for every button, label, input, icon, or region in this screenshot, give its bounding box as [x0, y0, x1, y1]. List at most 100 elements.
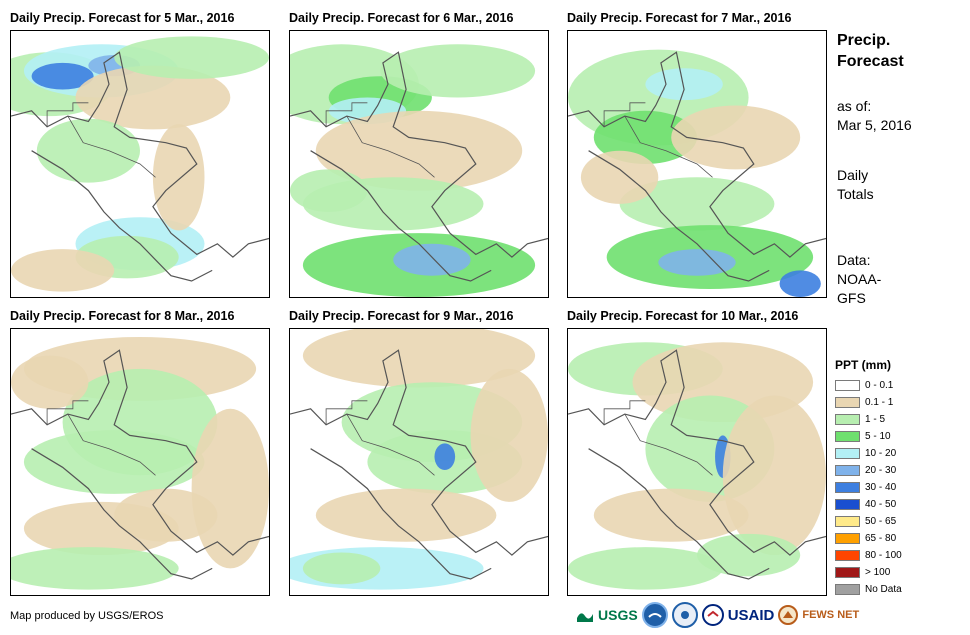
precip-area: [593, 110, 697, 164]
forecast-map-1: [10, 30, 270, 298]
precip-area: [671, 105, 801, 170]
legend-label: 30 - 40: [865, 482, 897, 493]
precip-map-graphic: [568, 49, 826, 297]
usgs-logo-text: USGS: [598, 607, 638, 623]
precip-area: [290, 169, 368, 212]
precip-area: [697, 533, 801, 577]
precip-area: [645, 68, 723, 101]
coastline: [290, 349, 548, 580]
asof-date: Mar 5, 2016: [837, 117, 912, 133]
legend-swatch: [835, 482, 860, 493]
legend-swatch: [835, 516, 860, 527]
legend-label: 65 - 80: [865, 533, 897, 544]
credit-text: Map produced by USGS/EROS: [10, 610, 164, 622]
data-line1: NOAA-: [837, 271, 882, 287]
precip-map-graphic: [568, 342, 826, 590]
asof-block: as of: Mar 5, 2016: [837, 97, 912, 135]
totals-block: Daily Totals: [837, 166, 874, 204]
data-label: Data:: [837, 252, 871, 268]
precip-area: [779, 270, 821, 297]
coastline: [11, 349, 269, 580]
country-border: [603, 400, 713, 476]
legend-swatch: [835, 380, 860, 391]
forecast-map-4: [10, 328, 270, 596]
precip-area: [722, 395, 826, 556]
precip-map-graphic: [290, 329, 548, 590]
legend-label: 5 - 10: [865, 431, 891, 442]
precip-area: [23, 430, 205, 494]
legend-swatch: [835, 414, 860, 425]
forecast-map-5: [289, 328, 549, 596]
legend-item: 1 - 5: [835, 413, 885, 426]
sidebar-heading-line2: Forecast: [837, 53, 904, 70]
legend-item: 20 - 30: [835, 464, 896, 477]
legend-item: 5 - 10: [835, 430, 891, 443]
precip-area: [619, 177, 775, 231]
legend-swatch: [835, 567, 860, 578]
totals-line1: Daily: [837, 167, 869, 183]
precip-area: [75, 65, 231, 130]
nws-logo-icon: [671, 602, 698, 628]
legend-label: 0 - 0.1: [865, 380, 894, 391]
legend-label: 0.1 - 1: [865, 397, 894, 408]
legend-label: 50 - 65: [865, 516, 897, 527]
precip-area: [302, 329, 536, 388]
panel-title-4: Daily Precip. Forecast for 8 Mar., 2016: [10, 309, 235, 323]
legend-swatch: [835, 397, 860, 408]
legend: PPT (mm) 0 - 0.1 0.1 - 1 1 - 5 5 - 10 10 - 2…: [835, 358, 955, 599]
precip-area: [31, 62, 94, 90]
data-line2: GFS: [837, 290, 866, 306]
precip-area: [580, 150, 659, 204]
forecast-map-3: [567, 30, 827, 298]
legend-item: 0.1 - 1: [835, 396, 893, 409]
precip-area: [302, 552, 381, 585]
precip-map-graphic: [11, 336, 269, 590]
coastline: [568, 349, 826, 580]
country-border: [325, 400, 435, 476]
precip-area: [315, 488, 497, 542]
legend-item: 80 - 100: [835, 549, 902, 562]
legend-item: No Data: [835, 583, 902, 596]
legend-swatch: [835, 431, 860, 442]
fewsnet-logo-text: FEWS NET: [802, 609, 860, 621]
precip-area: [11, 547, 179, 590]
precip-area: [315, 110, 523, 191]
legend-title: PPT (mm): [835, 358, 892, 372]
fewsnet-logo-icon: [778, 605, 799, 625]
legend-item: 0 - 0.1: [835, 379, 893, 392]
legend-swatch: [835, 499, 860, 510]
precip-area: [434, 443, 456, 470]
sidebar-heading: Precip. Forecast: [837, 30, 904, 72]
usaid-seal-icon: [701, 604, 724, 626]
legend-label: 80 - 100: [865, 550, 902, 561]
precip-area: [11, 249, 115, 292]
legend-label: > 100: [865, 567, 891, 578]
legend-swatch: [835, 465, 860, 476]
precip-area: [114, 488, 218, 542]
usaid-logo-text: USAID: [727, 606, 775, 624]
legend-item: 30 - 40: [835, 481, 896, 494]
legend-item: 50 - 65: [835, 515, 896, 528]
coastline: [568, 51, 826, 282]
noaa-logo-icon: [641, 602, 668, 628]
precip-area: [380, 44, 536, 98]
sidebar-heading-line1: Precip.: [837, 32, 891, 49]
country-border: [46, 400, 156, 476]
data-source-block: Data: NOAA- GFS: [837, 251, 881, 308]
precip-area: [593, 488, 749, 542]
legend-label: No Data: [865, 584, 902, 595]
precip-area: [152, 124, 205, 231]
precip-area: [658, 249, 736, 276]
legend-swatch: [835, 533, 860, 544]
country-border: [325, 102, 435, 178]
legend-item: 10 - 20: [835, 447, 896, 460]
precip-area: [568, 547, 723, 590]
panel-title-6: Daily Precip. Forecast for 10 Mar., 2016: [567, 309, 799, 323]
usgs-logo-icon: [576, 606, 594, 624]
precip-map-graphic: [11, 36, 269, 292]
forecast-map-2: [289, 30, 549, 298]
legend-label: 40 - 50: [865, 499, 897, 510]
precip-area: [393, 243, 471, 276]
precip-area: [191, 408, 269, 569]
precip-area: [470, 368, 548, 502]
